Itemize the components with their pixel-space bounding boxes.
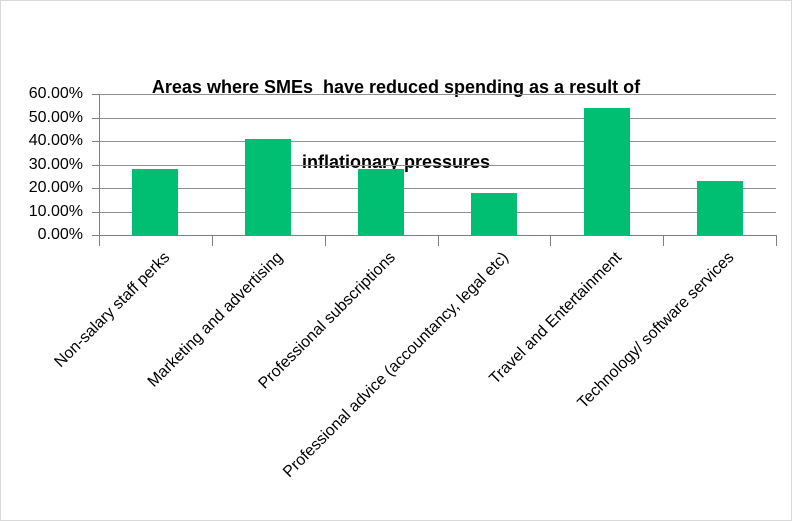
- x-axis-tick: [211, 235, 213, 246]
- chart-title: Areas where SMEs have reduced spending a…: [1, 25, 791, 225]
- y-axis-tick: [92, 235, 99, 236]
- bar: [470, 192, 517, 235]
- y-axis-label: 30.00%: [28, 155, 83, 173]
- y-axis-label: 60.00%: [28, 85, 83, 102]
- x-axis-label: Travel and Entertainment: [486, 249, 625, 388]
- y-axis-tick: [92, 211, 99, 213]
- x-axis-tick: [324, 235, 326, 246]
- y-axis-tick: [92, 164, 99, 166]
- gridline: [99, 164, 776, 166]
- bar: [132, 169, 179, 235]
- y-axis: [99, 94, 100, 246]
- x-axis-tick: [776, 235, 777, 246]
- x-axis-tick: [663, 235, 665, 246]
- bar: [583, 108, 630, 235]
- gridline: [99, 94, 776, 95]
- x-axis-label: Non-salary staff perks: [51, 249, 174, 371]
- y-axis-tick: [92, 94, 99, 95]
- x-axis-label: Professional advice (accountancy, legal …: [280, 249, 512, 481]
- chart-title-line-2: inflationary pressures: [301, 152, 491, 172]
- y-axis-label: 10.00%: [28, 202, 83, 220]
- gridline: [99, 188, 776, 189]
- y-axis-label: 50.00%: [28, 108, 83, 126]
- bar: [358, 169, 405, 235]
- gridline: [99, 141, 776, 142]
- y-axis-tick: [92, 141, 99, 142]
- bar: [245, 138, 292, 235]
- y-axis-label: 20.00%: [28, 179, 83, 196]
- gridline: [99, 211, 776, 213]
- x-axis-tick: [550, 235, 552, 246]
- y-axis-tick: [92, 188, 99, 189]
- gridline: [99, 117, 776, 119]
- y-axis-label: 0.00%: [37, 226, 83, 243]
- x-axis-tick: [437, 235, 439, 246]
- y-axis-tick: [92, 117, 99, 119]
- chart-title-line-1: Areas where SMEs have reduced spending a…: [151, 77, 641, 97]
- y-axis-label: 40.00%: [28, 132, 83, 149]
- bar: [696, 180, 743, 235]
